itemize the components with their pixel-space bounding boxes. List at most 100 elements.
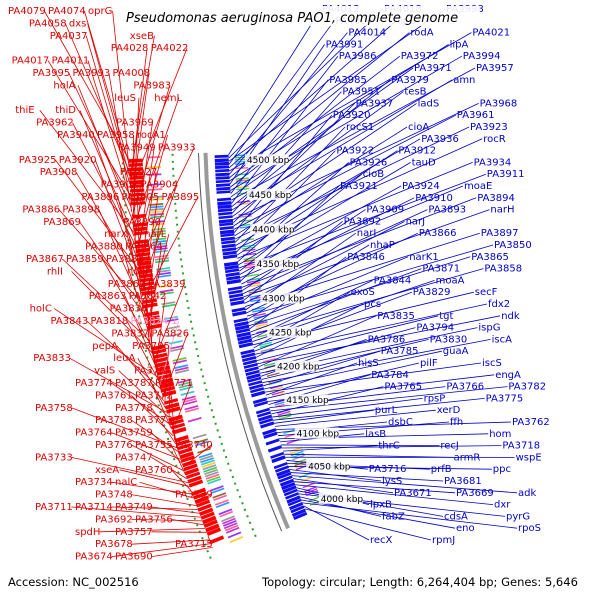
cog-feature-mark <box>170 347 185 352</box>
gene-label-left: PA3757 <box>115 527 153 538</box>
reverse-gene-mark <box>221 243 236 249</box>
gene-label-right: dxr <box>494 500 511 511</box>
forward-gene-mark <box>156 369 172 376</box>
cog-feature-mark <box>255 323 269 328</box>
gene-label-right: PA3784 <box>371 370 409 381</box>
gene-label-right: PA3829 <box>413 287 451 298</box>
cog-feature-mark <box>194 440 209 447</box>
cog-feature-mark <box>278 414 292 420</box>
gene-label-right: cioB <box>363 169 384 180</box>
forward-gene-mark <box>147 323 162 330</box>
forward-gene-mark <box>163 398 179 405</box>
gene-label-left: PA3692 <box>95 514 133 525</box>
gene-label-right: amn <box>453 75 475 86</box>
cog-feature-mark <box>187 416 202 423</box>
cog-feature-mark <box>260 347 274 353</box>
leader-line-right <box>236 150 336 253</box>
gene-label-left: xseA <box>95 465 119 476</box>
leader-line-left <box>151 457 188 480</box>
cog-feature-mark <box>203 466 218 473</box>
gene-label-left: PA3962 <box>36 118 74 129</box>
scale-label: 4250 kbp <box>269 329 312 339</box>
cog-feature-mark <box>174 366 189 372</box>
reverse-gene-mark <box>222 250 237 256</box>
backbone-edge <box>198 153 283 532</box>
gene-label-right: PA3934 <box>474 157 512 168</box>
leader-line-left <box>119 469 190 487</box>
gene-label-right: cioA <box>408 122 429 133</box>
leader-line-left <box>112 10 130 168</box>
leader-line-right <box>282 445 502 449</box>
leader-line-right <box>301 499 456 529</box>
forward-gene-mark <box>201 515 217 525</box>
forward-gene-mark <box>180 455 195 463</box>
leader-line-left <box>111 506 198 510</box>
gene-label-left: PA4017 <box>12 56 50 67</box>
gene-label-left: PA3862 <box>108 279 146 290</box>
gene-label-right: eno <box>456 523 475 534</box>
leader-line-left <box>137 147 195 265</box>
leader-line-left <box>171 519 204 526</box>
leader-line-left <box>148 246 162 334</box>
gene-label-right: PA3985 <box>329 75 367 86</box>
leader-line-left <box>131 85 171 217</box>
reverse-gene-mark <box>247 376 262 383</box>
gene-label-right: cdsA <box>444 511 468 522</box>
gene-label-right: iscS <box>482 358 502 369</box>
leader-line-right <box>273 409 374 424</box>
gene-label-right: PA3835 <box>377 311 415 322</box>
cog-feature-mark <box>248 290 262 294</box>
forward-gene-mark <box>138 273 154 279</box>
leader-line-right <box>253 291 351 349</box>
leader-line-left <box>79 221 146 318</box>
cog-feature-mark <box>302 482 316 489</box>
forward-gene-mark <box>184 467 200 476</box>
reverse-gene-mark <box>216 197 232 202</box>
forward-gene-mark <box>187 475 202 484</box>
leader-line-left <box>155 296 166 370</box>
leader-line-right <box>270 386 508 412</box>
cog-feature-mark <box>174 364 189 370</box>
cog-feature-mark <box>159 289 174 293</box>
cog-feature-mark <box>223 522 238 530</box>
forward-gene-mark <box>194 495 209 505</box>
forward-gene-mark <box>145 315 160 321</box>
gene-label-left: PA3776 <box>95 440 133 451</box>
gene-label-right: PA3794 <box>416 323 454 334</box>
gene-label-left: xseB <box>130 31 154 42</box>
leader-line-right <box>231 79 329 204</box>
gene-label-right: PA3844 <box>374 275 412 286</box>
leader-line-right <box>230 67 414 198</box>
gene-label-left: PA3678 <box>95 539 133 550</box>
gene-label-right: narI <box>357 228 377 239</box>
leader-line-left <box>141 196 159 298</box>
reverse-gene-mark <box>291 508 307 518</box>
reverse-gene-mark <box>219 225 234 231</box>
gene-label-right: PA3893 <box>428 205 466 216</box>
leader-line-left <box>58 209 144 306</box>
reverse-gene-mark <box>270 451 285 459</box>
cog-feature-mark <box>270 386 284 392</box>
gene-label-right: rocS1 <box>346 122 374 133</box>
gene-label-left: PA4022 <box>151 43 189 54</box>
leader-line-left <box>129 48 148 188</box>
leader-line-left <box>140 184 178 290</box>
gene-label-left: thiD <box>55 105 76 116</box>
gene-label-left: PA3864 <box>125 242 163 253</box>
gene-label-right: moaE <box>464 181 492 192</box>
gene-label-right: narJ <box>406 216 426 227</box>
leader-line-right <box>262 339 491 384</box>
gene-label-right: secF <box>475 287 498 298</box>
gene-label-right: PA3921 <box>340 181 378 192</box>
cog-feature-mark <box>254 319 268 324</box>
scale-label: 4100 kbp <box>297 430 340 440</box>
gene-label-left: pepA <box>92 341 118 352</box>
reverse-gene-mark <box>276 468 291 477</box>
gene-label-right: PA3716 <box>369 464 407 475</box>
cog-feature-mark <box>200 457 214 464</box>
cog-feature-mark <box>242 248 256 252</box>
cog-feature-mark <box>147 173 162 176</box>
gene-label-left: PA3958 <box>97 130 135 141</box>
reverse-gene-mark <box>274 465 290 473</box>
gene-label-left: holC <box>30 304 52 315</box>
